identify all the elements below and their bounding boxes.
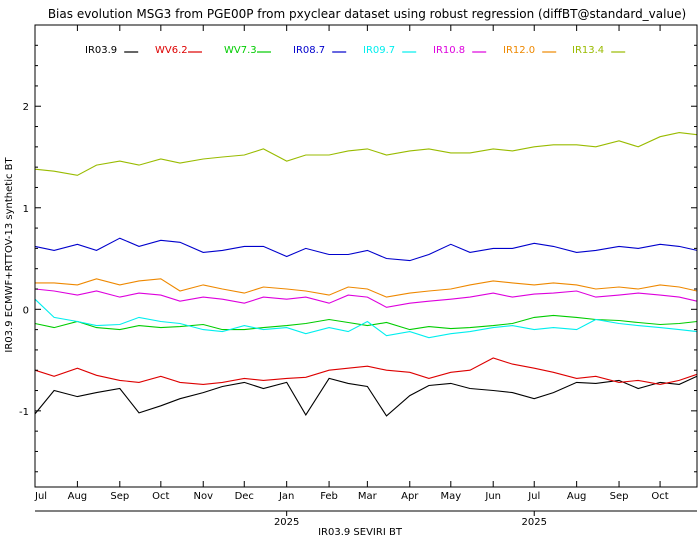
plot-frame: [34, 24, 698, 488]
x-tick-label: May: [440, 491, 461, 502]
year-tick-label: 2025: [522, 517, 547, 528]
x-tick-label: Aug: [68, 491, 88, 502]
x-tick-label: Sep: [610, 491, 629, 502]
x-tick-label: Jun: [484, 491, 501, 502]
x-tick-label: Jul: [34, 491, 47, 502]
year-tick-label: 2025: [274, 517, 299, 528]
legend: IR03.9 WV6.2 WV7.3 IR08.7 IR09.7 IR10.8 IR12.0…: [85, 45, 626, 56]
x-tick-label: Oct: [651, 491, 668, 502]
x-axis-label: IR03.9 SEVIRI BT: [318, 527, 403, 538]
legend-label: WV6.2: [155, 45, 188, 56]
legend-label: IR08.7: [293, 45, 325, 56]
series-line-wv62: [34, 357, 698, 385]
x-tick-label: Jul: [527, 491, 540, 502]
series-line-ir108: [34, 288, 698, 308]
y-tick-label: 1: [23, 204, 29, 215]
x-tick-label: Nov: [193, 491, 213, 502]
legend-label: IR12.0: [503, 45, 535, 56]
x-tick-label: Dec: [235, 491, 254, 502]
legend-label: IR10.8: [433, 45, 465, 56]
x-tick-label: Oct: [152, 491, 169, 502]
legend-label: WV7.3: [224, 45, 257, 56]
legend-label: IR13.4: [572, 45, 604, 56]
legend-label: IR09.7: [363, 45, 395, 56]
y-tick-label: -1: [19, 407, 29, 418]
y-axis-label: IR03.9 ECMWF+RTTOV-13 synthetic BT: [4, 156, 15, 352]
series-line-ir097: [34, 298, 698, 339]
series-line-ir134: [34, 132, 698, 176]
series-line-ir120: [35, 278, 698, 298]
axes: -1 0 1 2 Jul Aug Sep Oct Nov Dec Jan Feb Mar Apr May Ju…: [19, 24, 698, 528]
y-tick-label: 0: [23, 305, 29, 316]
series-line-wv73: [34, 314, 698, 331]
chart-title: Bias evolution MSG3 from PGE00P from pxy…: [48, 7, 686, 21]
series-line-ir087: [34, 237, 698, 262]
x-tick-label: Jan: [278, 491, 294, 502]
legend-label: IR03.9: [85, 45, 117, 56]
y-tick-label: 2: [23, 102, 29, 113]
x-tick-label: Sep: [110, 491, 129, 502]
plot-area: [34, 132, 698, 417]
series-line-ir039: [34, 375, 698, 417]
x-tick-label: Aug: [567, 491, 587, 502]
x-tick-label: Feb: [320, 491, 338, 502]
x-tick-label: Mar: [358, 491, 378, 502]
x-tick-label: Apr: [401, 491, 419, 502]
